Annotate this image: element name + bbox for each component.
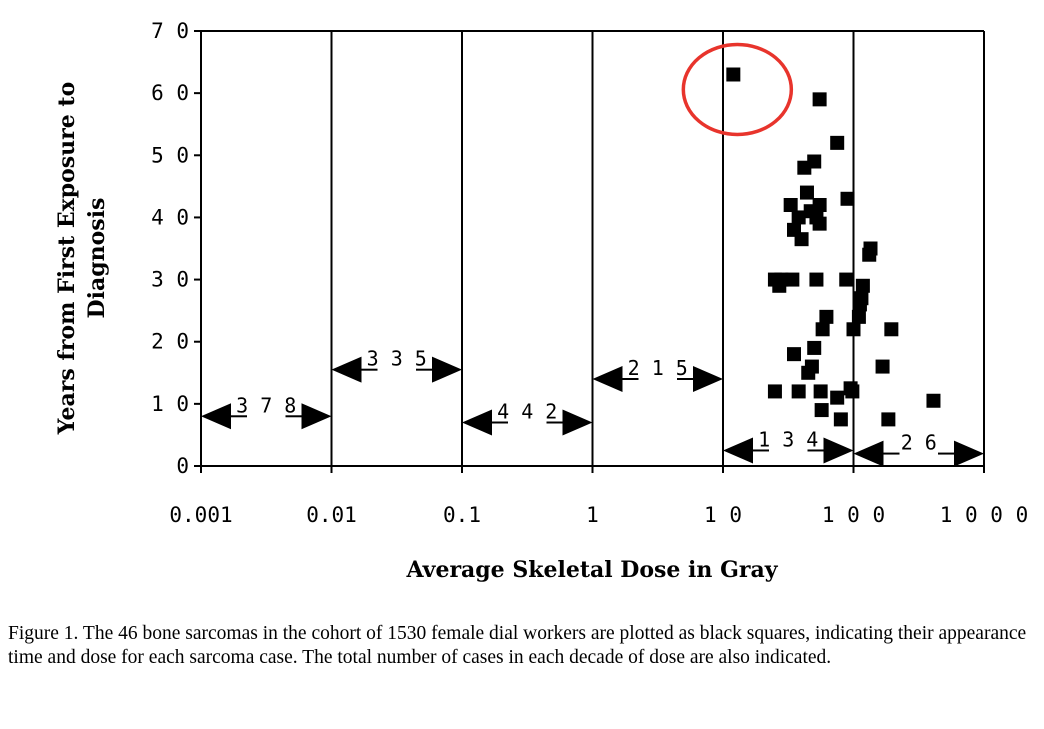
data-point — [791, 384, 806, 399]
y-axis-title-line-1: Years from First Exposure to — [54, 82, 80, 436]
decade-arrow-left — [331, 356, 362, 383]
x-tick-label: 0.001 — [169, 503, 232, 527]
data-point — [830, 135, 845, 150]
x-tick-label: 1 0 — [704, 503, 742, 527]
decade-count-label: 3 7 8 — [236, 393, 296, 417]
x-tick-label: 1 — [586, 503, 599, 527]
data-point — [812, 216, 827, 231]
data-point — [803, 204, 818, 219]
data-point — [807, 340, 822, 355]
decade-arrow-right — [954, 440, 984, 467]
decade-count-label: 4 4 2 — [497, 400, 557, 424]
data-point — [884, 322, 899, 337]
x-axis-title: Average Skeletal Dose in Gray — [406, 557, 779, 583]
decade-arrow-left — [201, 403, 231, 430]
decade-arrow-left — [592, 366, 623, 392]
y-tick-label: 5 0 — [151, 143, 189, 167]
highlight-circle — [681, 42, 794, 137]
data-point — [783, 198, 798, 212]
decade-arrow-right — [823, 437, 854, 464]
data-points — [681, 42, 941, 427]
data-point — [839, 272, 854, 287]
data-point — [852, 297, 867, 312]
decade-arrow-right — [562, 409, 593, 436]
x-tick-label: 0.01 — [306, 503, 357, 527]
data-point — [819, 309, 834, 324]
y-tick-label: 0 — [176, 454, 189, 478]
data-point — [772, 278, 787, 293]
data-point — [845, 384, 860, 399]
decade-count-group: 3 7 8 — [201, 393, 332, 430]
data-point — [785, 272, 800, 287]
decade-count-group: 2 1 5 — [592, 356, 723, 392]
y-tick-label: 6 0 — [151, 81, 189, 105]
data-point — [726, 67, 741, 82]
decade-count-arrows: 3 7 8 3 3 5 4 4 2 2 1 5 1 3 4 2 6 — [201, 347, 984, 467]
data-point — [846, 322, 861, 337]
data-point — [791, 210, 806, 225]
scatter-chart: 3 7 8 3 3 5 4 4 2 2 1 5 1 3 4 2 6 0 1 0 2 0 3 0 4… — [54, 19, 1028, 583]
data-point — [787, 347, 802, 362]
decade-count-label: 1 3 4 — [758, 427, 818, 451]
data-point — [797, 160, 812, 175]
decade-arrow-right — [693, 366, 723, 392]
data-point — [814, 403, 829, 418]
decade-arrow-left — [723, 437, 753, 464]
data-point — [840, 191, 855, 206]
data-point — [881, 412, 896, 427]
x-tick-label: 1 0 0 — [822, 503, 885, 527]
decade-count-group: 2 6 — [853, 431, 984, 467]
data-point — [812, 92, 827, 107]
figure-caption: Figure 1. The 46 bone sarcomas in the co… — [8, 623, 1027, 668]
decade-count-group: 3 3 5 — [331, 347, 462, 383]
data-point — [926, 393, 941, 408]
data-point — [767, 384, 782, 399]
y-tick-label: 3 0 — [151, 268, 189, 292]
data-point — [855, 278, 870, 293]
decade-count-group: 1 3 4 — [723, 427, 854, 464]
x-tick-label: 1 0 0 0 — [940, 503, 1029, 527]
data-point — [875, 359, 890, 374]
data-point — [833, 412, 848, 427]
data-point — [813, 384, 828, 399]
decade-arrow-right — [301, 403, 332, 430]
y-tick-label: 4 0 — [151, 205, 189, 229]
data-point — [851, 309, 866, 324]
data-point — [862, 247, 877, 262]
axis-ticks: 0 1 0 2 0 3 0 4 0 5 0 6 0 7 0 0.001 0.01 0.1 1 1 0 1 … — [151, 19, 1028, 527]
decade-arrow-right — [432, 356, 462, 383]
decade-arrow-left — [462, 409, 492, 436]
y-tick-label: 7 0 — [151, 19, 189, 43]
decade-count-label: 2 6 — [901, 431, 937, 455]
data-point — [804, 359, 819, 374]
y-axis-title-line-2: Diagnosis — [84, 198, 110, 319]
data-point — [815, 322, 830, 337]
data-point — [799, 185, 814, 200]
data-point — [809, 272, 824, 287]
y-tick-label: 2 0 — [151, 330, 189, 354]
decade-count-label: 3 3 5 — [367, 347, 427, 371]
decade-arrow-left — [853, 440, 884, 467]
x-tick-label: 0.1 — [443, 503, 481, 527]
y-tick-label: 1 0 — [151, 392, 189, 416]
decade-count-group: 4 4 2 — [462, 400, 593, 436]
decade-count-label: 2 1 5 — [628, 356, 688, 380]
data-point — [794, 232, 809, 247]
data-point — [830, 390, 845, 405]
